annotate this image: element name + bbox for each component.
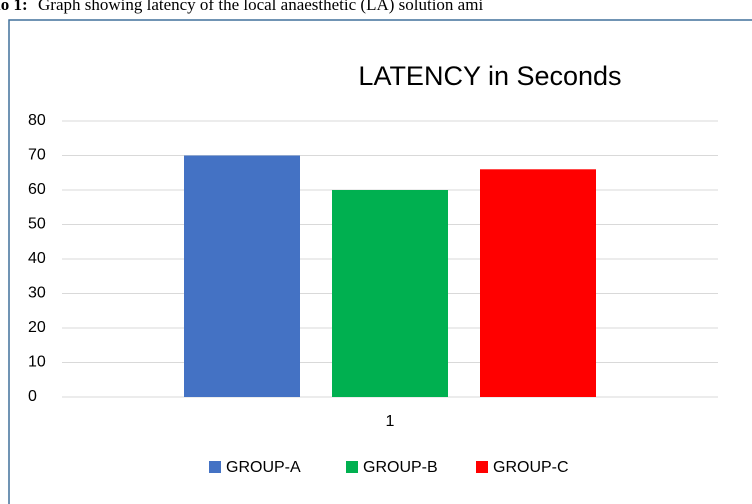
y-tick-label: 10 (28, 354, 46, 371)
legend-swatch (346, 461, 358, 473)
bar (480, 169, 596, 397)
bar (332, 190, 448, 397)
bar (184, 155, 300, 397)
x-tick-label: 1 (386, 413, 395, 430)
chart-title: LATENCY in Seconds (358, 61, 621, 91)
legend-label: GROUP-A (226, 459, 301, 476)
y-tick-label: 0 (28, 388, 37, 405)
y-tick-label: 60 (28, 181, 46, 198)
legend-swatch (476, 461, 488, 473)
caption-label: io 1: (0, 0, 28, 14)
y-tick-label: 20 (28, 319, 46, 336)
y-tick-label: 40 (28, 250, 46, 267)
y-tick-label: 80 (28, 112, 46, 129)
y-tick-label: 50 (28, 216, 46, 233)
y-tick-label: 70 (28, 147, 46, 164)
y-tick-label: 30 (28, 285, 46, 302)
legend-label: GROUP-B (363, 459, 438, 476)
legend-label: GROUP-C (493, 459, 569, 476)
caption-text: Graph showing latency of the local anaes… (38, 0, 483, 14)
legend-swatch (209, 461, 221, 473)
